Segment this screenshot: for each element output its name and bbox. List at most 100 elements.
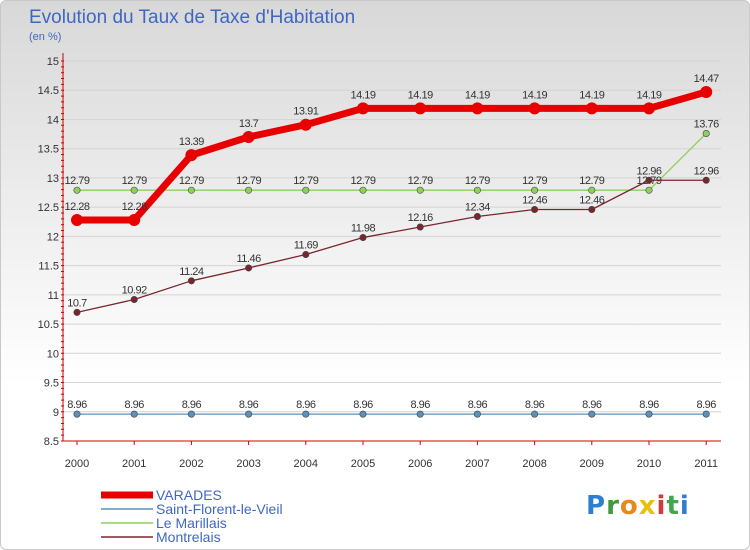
data-label: 11.98 (351, 223, 376, 235)
y-tick-label: 12 (47, 231, 59, 243)
data-label: 8.96 (182, 399, 202, 411)
data-point (645, 410, 653, 418)
logo-letter: o (619, 491, 639, 521)
data-point (359, 186, 367, 194)
data-point (73, 186, 81, 194)
data-point (473, 213, 481, 221)
data-point (473, 410, 481, 418)
data-label: 12.79 (64, 175, 89, 187)
data-label: 12.28 (122, 201, 147, 213)
data-label: 8.96 (296, 399, 316, 411)
data-point (245, 410, 253, 418)
data-point (414, 102, 427, 115)
data-label: 14.47 (694, 73, 719, 85)
y-tick-label: 14 (47, 114, 59, 126)
data-point (245, 186, 253, 194)
legend-label: VARADES (156, 487, 222, 503)
data-label: 8.96 (67, 399, 87, 411)
data-point (531, 410, 539, 418)
legend-label: Saint-Florent-le-Vieil (156, 501, 283, 517)
data-label: 13.91 (293, 106, 318, 118)
data-label: 12.16 (408, 212, 433, 224)
data-point (702, 410, 710, 418)
data-label: 12.79 (408, 175, 433, 187)
data-label: 14.19 (465, 89, 490, 101)
data-point (588, 186, 596, 194)
y-tick-label: 14.5 (38, 85, 59, 97)
data-point (130, 296, 138, 304)
data-point (359, 410, 367, 418)
data-label: 8.96 (353, 399, 373, 411)
data-label: 8.96 (239, 399, 259, 411)
data-point (531, 186, 539, 194)
data-point (130, 186, 138, 194)
logo-letter: r (606, 491, 620, 521)
data-label: 13.7 (239, 118, 259, 130)
proxiti-logo: Proxiti (586, 491, 690, 521)
x-tick-label: 2006 (408, 458, 432, 470)
data-point (700, 85, 713, 98)
data-point (242, 131, 255, 143)
series-line-montrelais (76, 179, 707, 314)
data-point (73, 308, 81, 316)
data-point (302, 410, 310, 418)
data-point (645, 186, 653, 194)
data-label: 12.79 (122, 175, 147, 187)
data-point (643, 102, 655, 115)
data-point (245, 264, 253, 272)
legend-label: Montrelais (156, 529, 221, 545)
data-label: 8.96 (525, 399, 545, 411)
x-tick-label: 2005 (351, 458, 375, 470)
data-label: 14.19 (522, 89, 547, 101)
series-line-le-marillais (77, 133, 707, 191)
data-label: 12.96 (694, 165, 719, 177)
data-point (73, 410, 81, 418)
data-label: 14.19 (579, 89, 604, 101)
y-tick-label: 9.5 (44, 378, 59, 390)
data-point (128, 214, 141, 227)
data-label: 14.19 (408, 89, 433, 101)
data-label: 12.34 (465, 202, 490, 214)
data-point (702, 129, 710, 137)
data-label: 14.19 (636, 89, 661, 101)
data-label: 14.19 (350, 89, 375, 101)
data-point (473, 186, 481, 194)
data-point (416, 410, 424, 418)
logo-letter: P (586, 491, 607, 521)
data-label: 12.79 (236, 175, 261, 187)
data-point (588, 410, 596, 418)
x-tick-label: 2004 (294, 458, 318, 470)
data-label: 11.46 (236, 253, 261, 265)
data-label: 13.39 (179, 136, 204, 148)
x-tick-label: 2008 (522, 458, 546, 470)
data-point (528, 102, 541, 115)
y-tick-label: 12.5 (38, 202, 59, 214)
data-point (471, 102, 484, 115)
data-label: 8.96 (639, 399, 659, 411)
y-tick-label: 10.5 (38, 319, 59, 331)
y-tick-label: 15 (47, 56, 59, 68)
x-tick-label: 2011 (694, 458, 718, 470)
y-tick-label: 9 (53, 407, 59, 419)
data-label: 12.79 (579, 175, 604, 187)
data-label: 8.96 (410, 399, 430, 411)
data-label: 8.96 (696, 399, 716, 411)
data-point (359, 234, 367, 242)
data-point (645, 176, 653, 184)
data-point (185, 149, 198, 162)
data-label: 12.79 (179, 175, 204, 187)
data-label: 10.92 (122, 285, 147, 297)
chart-subtitle: (en %) (29, 31, 62, 43)
data-point (187, 410, 195, 418)
x-tick-label: 2003 (236, 458, 260, 470)
logo-letter: i (656, 491, 667, 521)
series-line-varades (77, 88, 708, 224)
y-tick-label: 11.5 (38, 261, 59, 273)
data-label: 8.96 (124, 399, 144, 411)
data-label: 12.46 (522, 194, 547, 206)
x-tick-label: 2000 (65, 458, 89, 470)
data-point (302, 251, 310, 259)
data-point (702, 176, 710, 184)
